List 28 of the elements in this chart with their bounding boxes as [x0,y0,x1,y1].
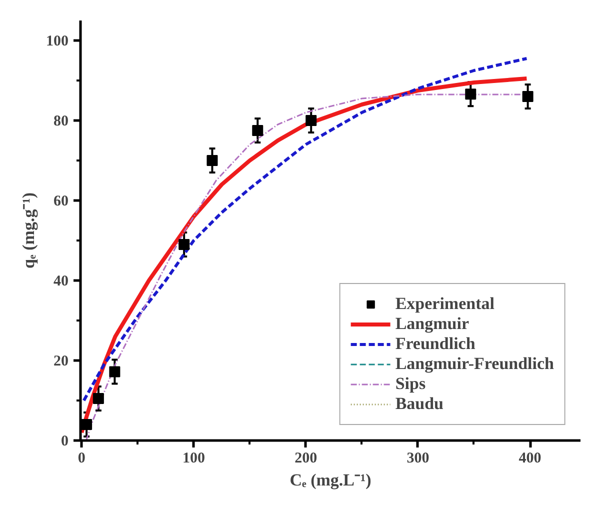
point [306,115,317,126]
point [109,366,120,378]
legend-label: Experimental [395,294,494,314]
point [92,393,104,404]
point [465,88,476,100]
point [252,125,264,136]
y-tick-label: 40 [54,274,68,290]
x-tick-label: 200 [294,450,318,466]
y-tick-label: 80 [54,114,68,130]
y-tick-label: 20 [54,354,68,370]
y-tick-label: 60 [54,194,68,210]
y-tick-label: 100 [46,34,68,50]
x-axis-title: Cₑ (mg.L⁻¹) [290,470,372,490]
point [522,91,534,102]
point [178,239,190,250]
x-tick-label: 0 [78,450,86,466]
point [206,155,218,166]
legend-label: Baudu [395,394,444,414]
point [81,419,92,430]
x-tick-label: 400 [518,450,542,466]
y-axis-title: qₑ (mg.g⁻¹) [19,192,38,268]
legend-label: Langmuir [395,314,469,334]
x-tick-label: 300 [406,450,430,466]
legend-label: Freundlich [395,334,476,354]
x-tick-label: 100 [182,450,205,466]
y-tick-label: 0 [61,434,68,450]
legend-label: Sips [395,374,426,394]
legend-label: Langmuir-Freundlich [395,354,554,374]
